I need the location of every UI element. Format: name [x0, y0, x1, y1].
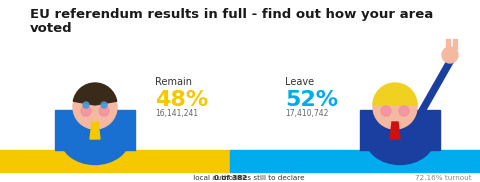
Circle shape: [101, 102, 107, 108]
Wedge shape: [373, 83, 417, 105]
Circle shape: [83, 102, 89, 108]
Circle shape: [373, 85, 417, 129]
Polygon shape: [415, 59, 455, 117]
Text: 72.16% turnout: 72.16% turnout: [415, 175, 472, 181]
Text: Leave: Leave: [285, 77, 314, 87]
Polygon shape: [90, 122, 100, 139]
Text: 0 of 382: 0 of 382: [214, 175, 247, 181]
Ellipse shape: [365, 110, 435, 165]
Bar: [230, 150, 480, 172]
Bar: [55, 110, 135, 150]
Polygon shape: [390, 122, 400, 139]
Text: 16,141,241: 16,141,241: [155, 109, 198, 118]
Bar: [446, 39, 450, 49]
Circle shape: [99, 106, 109, 116]
Ellipse shape: [60, 110, 130, 165]
Circle shape: [81, 106, 91, 116]
Text: local authorities still to declare: local authorities still to declare: [191, 175, 304, 181]
Text: voted: voted: [30, 22, 72, 35]
Circle shape: [381, 106, 391, 116]
Text: 17,410,742: 17,410,742: [285, 109, 328, 118]
Bar: [360, 110, 440, 150]
Text: EU referendum results in full - find out how your area: EU referendum results in full - find out…: [30, 8, 433, 21]
Circle shape: [442, 47, 458, 63]
Wedge shape: [73, 83, 117, 105]
Circle shape: [73, 85, 117, 129]
Text: 52%: 52%: [285, 90, 338, 110]
Text: 48%: 48%: [155, 90, 208, 110]
Text: Remain: Remain: [155, 77, 192, 87]
Circle shape: [399, 106, 409, 116]
Bar: [453, 39, 457, 49]
Bar: [0, 150, 230, 172]
